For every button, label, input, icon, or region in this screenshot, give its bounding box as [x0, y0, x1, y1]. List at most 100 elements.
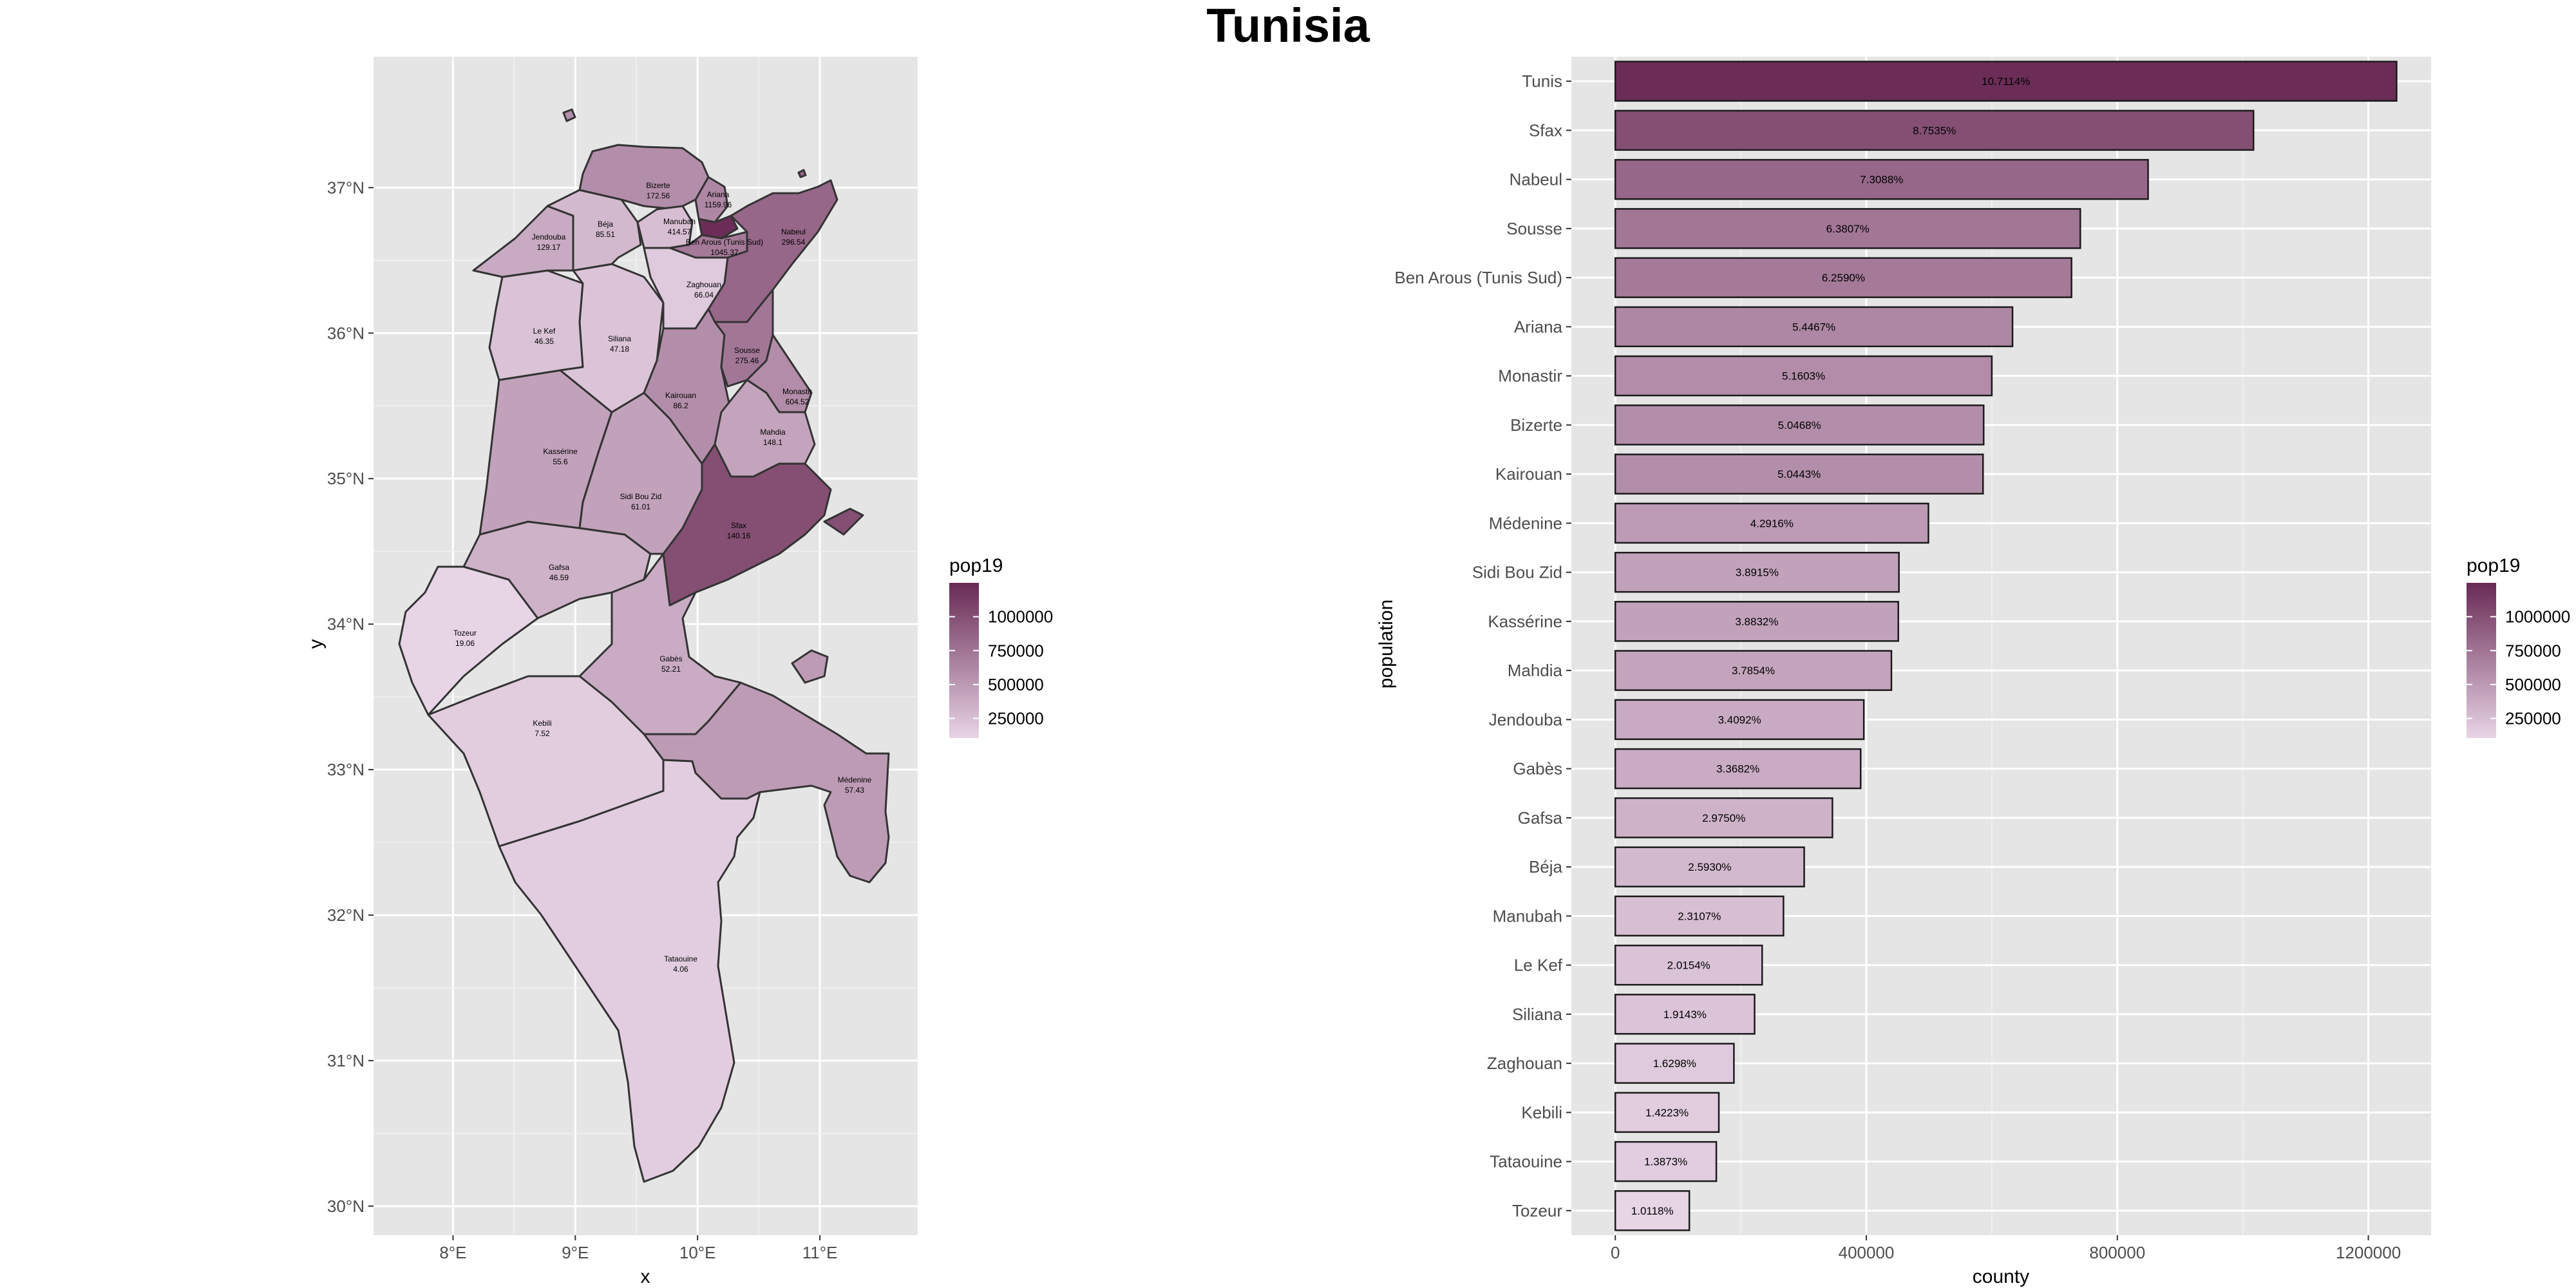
- region-djerba-island[interactable]: [791, 649, 829, 684]
- map-y-tick-label: 37°N: [327, 178, 365, 197]
- map-legend-colorbar-segment: [949, 627, 979, 630]
- bar-legend-tick-label: 500000: [2505, 675, 2561, 694]
- bar-category-label: Tozeur: [1512, 1201, 1562, 1220]
- bar[interactable]: [1614, 895, 1785, 937]
- bar[interactable]: [1614, 502, 1929, 544]
- bar[interactable]: [1614, 797, 1833, 838]
- map-x-tick-label: 10°E: [679, 1243, 716, 1262]
- bar-data-label: 2.3107%: [1678, 910, 1721, 922]
- map-legend-colorbar-segment: [949, 665, 979, 668]
- map-legend-colorbar-segment: [949, 601, 979, 604]
- bar[interactable]: [1614, 846, 1805, 887]
- map-region-name-label: Nabeul: [781, 227, 806, 236]
- bar-legend-colorbar-segment: [2467, 652, 2496, 656]
- bar-data-label: 3.7854%: [1732, 665, 1775, 677]
- bar-data-label: 10.7114%: [1982, 75, 2030, 88]
- bar[interactable]: [1614, 699, 1865, 741]
- map-region-name-label: Tozeur: [453, 629, 477, 638]
- bar[interactable]: [1614, 453, 1984, 495]
- bar-legend-colorbar-segment: [2467, 678, 2496, 681]
- bar-category-label: Siliana: [1512, 1005, 1563, 1024]
- map-legend-colorbar-segment: [949, 673, 979, 676]
- map-region-name-label: Sousse: [734, 346, 760, 355]
- bar-data-label: 2.0154%: [1667, 960, 1710, 972]
- map-y-tick-label: 36°N: [327, 323, 365, 343]
- bar-legend-colorbar-segment: [2467, 650, 2496, 653]
- region-kerkennah-island[interactable]: [823, 507, 864, 536]
- bar[interactable]: [1614, 257, 2072, 298]
- map-legend-colorbar-segment: [949, 634, 979, 638]
- bar-data-label: 7.3088%: [1860, 174, 1903, 186]
- bar-category-label: Gafsa: [1518, 808, 1563, 828]
- bar-legend-colorbar-segment: [2467, 611, 2496, 614]
- bar[interactable]: [1614, 404, 1985, 446]
- map-legend-colorbar-segment: [949, 696, 979, 699]
- map-region-name-label: Ben Arous (Tunis Sud): [686, 238, 763, 247]
- bar-legend-colorbar-segment: [2467, 701, 2496, 705]
- bar[interactable]: [1614, 994, 1756, 1035]
- bar[interactable]: [1614, 551, 1900, 593]
- bar-legend-colorbar-segment: [2467, 619, 2496, 622]
- region-zembra-island[interactable]: [797, 169, 807, 178]
- bar-legend-colorbar-segment: [2467, 670, 2496, 674]
- bar-data-label: 3.3682%: [1716, 763, 1759, 775]
- bar[interactable]: [1614, 61, 2398, 102]
- region-sfax[interactable]: [662, 443, 832, 607]
- bar-data-label: 5.4467%: [1792, 321, 1835, 333]
- bar[interactable]: [1614, 355, 1993, 397]
- bar-data-label: 1.3873%: [1644, 1156, 1687, 1168]
- bar[interactable]: [1614, 1190, 1690, 1231]
- bar[interactable]: [1614, 306, 2014, 348]
- bar-legend-colorbar-segment: [2467, 627, 2496, 630]
- map-legend-colorbar-segment: [949, 717, 979, 720]
- bar[interactable]: [1614, 1043, 1735, 1084]
- map-legend-colorbar-segment: [949, 688, 979, 692]
- map-legend-colorbar-segment: [949, 632, 979, 635]
- bar[interactable]: [1614, 208, 2081, 249]
- bar[interactable]: [1614, 158, 2149, 200]
- map-legend-colorbar-segment: [949, 678, 979, 681]
- map-region-name-label: Béja: [598, 220, 613, 229]
- bar[interactable]: [1614, 944, 1763, 986]
- map-region-name-label: Tataouine: [664, 954, 697, 963]
- region-galite-island[interactable]: [562, 108, 576, 122]
- bar[interactable]: [1614, 601, 1899, 642]
- bar-y-axis-title: population: [1376, 600, 1397, 688]
- map-legend-colorbar-segment: [949, 598, 979, 601]
- bar[interactable]: [1614, 1092, 1720, 1133]
- bar-legend-colorbar-segment: [2467, 709, 2496, 712]
- bar-legend-colorbar-segment: [2467, 696, 2496, 699]
- bar-data-label: 3.8915%: [1736, 567, 1779, 579]
- bar-legend-colorbar-segment: [2467, 688, 2496, 692]
- bar-category-label: Tunis: [1522, 71, 1562, 91]
- map-region-value-label: 19.06: [455, 639, 475, 648]
- bar[interactable]: [1614, 748, 1862, 790]
- map-legend-tick-label: 750000: [988, 641, 1044, 660]
- bar[interactable]: [1614, 109, 2255, 151]
- bar[interactable]: [1614, 650, 1893, 691]
- map-legend-colorbar-segment: [949, 621, 979, 625]
- bar-legend-colorbar-segment: [2467, 639, 2496, 643]
- bar-legend-colorbar-segment: [2467, 629, 2496, 632]
- map-legend-colorbar-segment: [949, 686, 979, 689]
- bar-category-label: Kairouan: [1495, 464, 1562, 484]
- map-legend-colorbar-segment: [949, 645, 979, 648]
- bar[interactable]: [1614, 1141, 1718, 1182]
- map-y-axis: 30°N 31°N 32°N 33°N 34°N 35°N 36°N 37°N: [327, 178, 374, 1216]
- map-legend-colorbar-segment: [949, 629, 979, 632]
- bar-data-label: 6.3807%: [1826, 223, 1870, 235]
- bar-legend-colorbar-segment: [2467, 727, 2496, 730]
- map-legend-colorbar-segment: [949, 660, 979, 663]
- region-medenine[interactable]: [643, 681, 890, 884]
- bar-x-tick-label: 0: [1611, 1243, 1620, 1262]
- bar-category-label: Jendouba: [1489, 710, 1563, 729]
- map-region-name-label: Bizerte: [646, 181, 670, 190]
- map-region-name-label: Manubah: [663, 217, 696, 226]
- bar-x-tick-label: 1200000: [2336, 1243, 2401, 1262]
- region-lekef[interactable]: [488, 269, 584, 381]
- bar-category-label: Gabès: [1513, 759, 1562, 779]
- region-siliana[interactable]: [559, 263, 665, 413]
- bar-data-label: 1.0118%: [1631, 1205, 1674, 1217]
